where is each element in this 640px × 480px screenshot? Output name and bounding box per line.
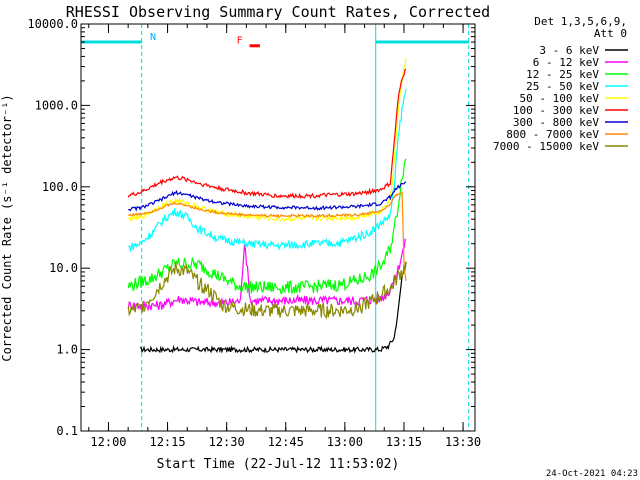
- legend-label: 6 - 12 keV: [533, 56, 600, 69]
- series-line-6: [127, 68, 407, 200]
- series-line-8: [128, 191, 407, 281]
- x-tick-label: 12:45: [268, 435, 304, 449]
- y-tick-label: 10000.0: [27, 17, 78, 31]
- x-tick-label: 13:00: [327, 435, 363, 449]
- x-axis-label: Start Time (22-Jul-12 11:53:02): [157, 457, 400, 472]
- x-tick-label: 12:30: [209, 435, 245, 449]
- x-tick-label: 13:30: [445, 435, 481, 449]
- legend-header: Det 1,3,5,6,9,: [534, 15, 627, 28]
- series-line-5: [127, 58, 407, 223]
- y-tick-label: 1000.0: [35, 98, 78, 112]
- legend-label: 25 - 50 keV: [526, 80, 599, 93]
- plot-frame: [80, 23, 476, 432]
- legend-header: Att 0: [594, 27, 627, 40]
- series-line-1: [139, 261, 407, 354]
- series-line-4: [127, 88, 407, 253]
- legend-label: 3 - 6 keV: [539, 44, 599, 57]
- chart-title: RHESSI Observing Summary Count Rates, Co…: [66, 3, 490, 21]
- y-axis-label: Corrected Count Rate (s⁻¹ detector⁻¹): [0, 94, 14, 361]
- annotation-label: F: [237, 35, 243, 46]
- annotation-label: N: [150, 32, 156, 43]
- y-tick-label: 10.0: [49, 261, 78, 275]
- footer-timestamp: 24-Oct-2021 04:23: [546, 469, 638, 479]
- series-line-7: [128, 181, 407, 212]
- legend-label: 800 - 7000 keV: [506, 128, 599, 141]
- x-tick-label: 12:15: [149, 435, 185, 449]
- y-tick-label: 0.1: [56, 424, 78, 438]
- y-tick-label: 100.0: [42, 180, 78, 194]
- series-line-3: [127, 158, 407, 295]
- series-line-2: [127, 238, 407, 312]
- x-tick-label: 13:15: [386, 435, 422, 449]
- series-line-9: [127, 261, 407, 320]
- plot-area: N F 0.1 1.0 10.0 100.0 1000.0 10000.0 12:00 12:15…: [27, 17, 481, 449]
- legend-label: 300 - 800 keV: [513, 116, 599, 129]
- legend-label: 100 - 300 keV: [513, 104, 599, 117]
- legend-label: 12 - 25 keV: [526, 68, 599, 81]
- y-tick-label: 1.0: [56, 343, 78, 357]
- x-tick-label: 12:00: [90, 435, 126, 449]
- legend-label: 7000 - 15000 keV: [493, 140, 599, 153]
- legend-label: 50 - 100 keV: [520, 92, 600, 105]
